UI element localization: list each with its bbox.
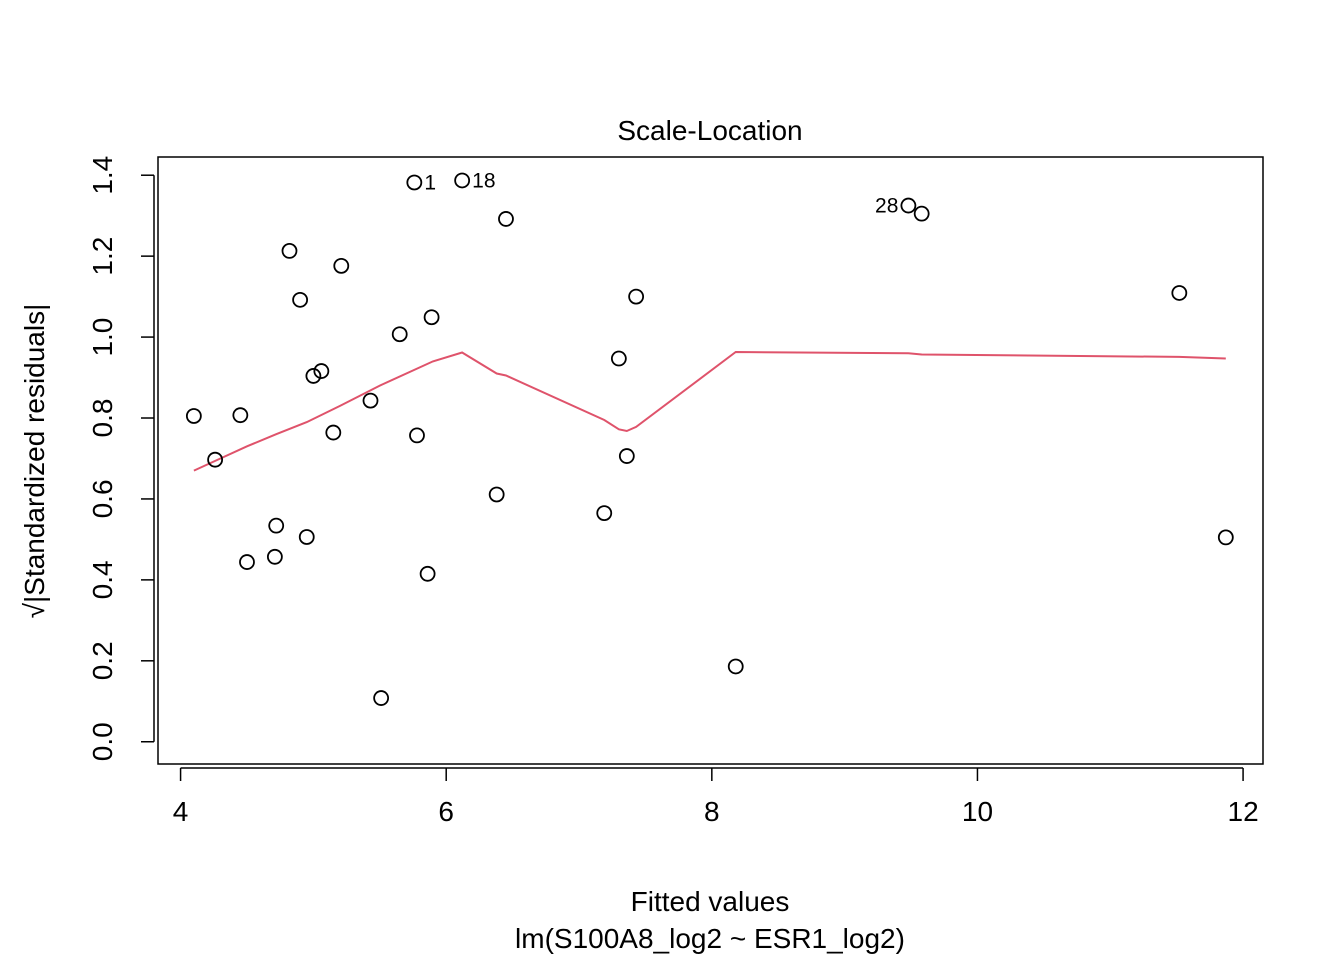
data-point — [498, 211, 514, 227]
data-point — [913, 205, 930, 222]
data-point — [409, 427, 425, 444]
x-axis: 4 6 8 10 12 — [173, 767, 1259, 827]
data-point — [419, 565, 436, 582]
data-point — [900, 197, 917, 214]
data-point — [488, 486, 505, 503]
data-point — [305, 368, 322, 384]
data-point — [391, 326, 408, 343]
smooth-line — [193, 350, 1226, 472]
y-tick-label: 0.2 — [87, 641, 118, 680]
data-point — [1217, 529, 1234, 546]
data-point — [628, 288, 645, 305]
data-point — [373, 690, 390, 706]
x-tick-label: 12 — [1228, 796, 1259, 827]
data-point — [281, 242, 298, 259]
point-label: 1 — [424, 171, 436, 194]
x-tick-label: 8 — [704, 796, 720, 827]
data-point — [1171, 285, 1188, 301]
y-axis-label: √|Standardized residuals| — [19, 304, 50, 619]
data-point — [239, 554, 255, 570]
y-tick-label: 1.0 — [87, 318, 118, 357]
chart-subtitle: lm(S100A8_log2 ~ ESR1_log2) — [515, 923, 905, 954]
y-axis: 0.0 0.2 0.4 0.6 0.8 1.0 1.2 1.4 — [87, 156, 155, 761]
y-tick-label: 0.6 — [87, 479, 118, 518]
data-point — [325, 424, 342, 441]
data-point — [333, 257, 350, 274]
data-point — [423, 309, 440, 326]
points-layer: 1 18 28 — [185, 169, 1234, 706]
data-point — [266, 548, 283, 565]
x-tick-label: 6 — [438, 796, 454, 827]
data-point — [313, 363, 330, 379]
y-tick-label: 1.4 — [87, 156, 118, 195]
data-point — [596, 505, 613, 522]
data-point — [406, 174, 423, 191]
point-label: 18 — [472, 169, 495, 192]
y-tick-label: 0.8 — [87, 399, 118, 438]
data-point — [618, 448, 635, 464]
data-point — [185, 408, 202, 424]
data-point — [268, 517, 285, 534]
x-tick-label: 10 — [962, 796, 993, 827]
x-axis-label: Fitted values — [631, 886, 790, 917]
point-label: 28 — [875, 195, 898, 218]
data-point — [207, 451, 224, 468]
plot-frame — [157, 156, 1264, 765]
data-point — [232, 407, 249, 424]
data-point — [727, 658, 744, 675]
x-tick-label: 4 — [173, 796, 189, 827]
data-point — [362, 392, 379, 409]
smooth-line-layer — [193, 350, 1226, 472]
y-tick-label: 0.4 — [87, 560, 118, 599]
data-point — [298, 529, 315, 545]
y-tick-label: 1.2 — [87, 237, 118, 276]
data-point — [610, 350, 627, 367]
chart-title: Scale-Location — [617, 115, 802, 146]
y-tick-label: 0.0 — [87, 722, 118, 761]
data-point — [292, 291, 309, 308]
data-point — [454, 172, 471, 189]
